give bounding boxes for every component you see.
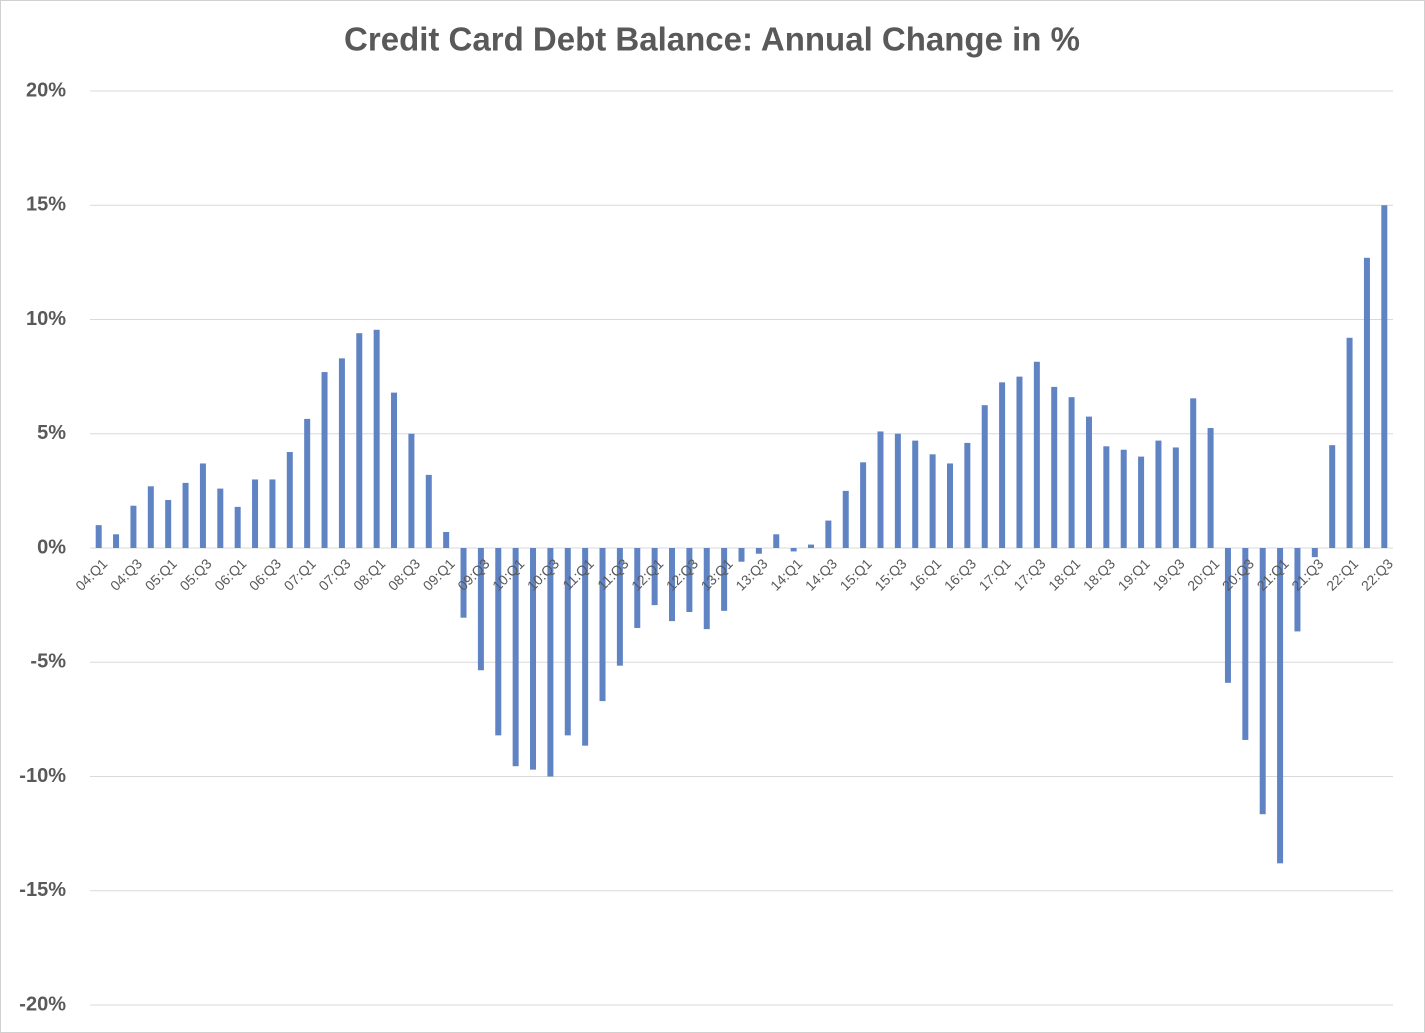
bar [703,548,710,630]
bar [1155,440,1162,548]
bar [391,392,398,548]
y-tick-label: 20% [26,79,66,101]
y-tick-label: 5% [37,422,66,444]
bar [1294,548,1301,632]
bar [1016,376,1023,548]
bar [946,463,953,548]
bar [964,442,971,548]
bar [286,452,293,548]
bar [373,329,380,548]
bar [269,479,276,548]
bar [564,548,571,736]
bar [651,548,658,606]
bar [460,548,467,618]
bar [807,544,814,548]
bar [842,490,849,548]
bar [425,474,432,548]
y-tick-label: -15% [19,879,66,901]
bar [530,548,537,770]
bar [1363,257,1370,548]
bar [616,548,623,666]
bar [356,333,363,548]
bar [512,548,519,767]
bar [1207,428,1214,548]
bar [1224,548,1231,683]
y-tick-label: -5% [30,651,66,673]
bar [1190,398,1197,548]
bar [338,358,345,548]
y-tick-label: -10% [19,765,66,787]
bar [408,433,415,548]
bar [130,505,137,548]
bar [773,534,780,548]
bar [1033,361,1040,548]
bar [321,372,328,548]
bar [477,548,484,671]
bar [1138,456,1145,548]
y-tick-label: 15% [26,194,66,216]
bar [634,548,641,628]
bar [547,548,554,777]
y-tick-label: 0% [37,536,66,558]
y-tick-label: 10% [26,308,66,330]
bar [199,463,206,548]
bar [1311,548,1318,558]
y-tick-label: -20% [19,993,66,1015]
bar [669,548,676,622]
bar [217,488,224,548]
bar [95,525,102,548]
bar [147,486,154,548]
bar [582,548,589,746]
bar [981,405,988,548]
bar [1068,397,1075,548]
bar [686,548,693,612]
bar [1381,205,1388,548]
bar [182,482,189,548]
bar [1103,446,1110,548]
bar [1277,548,1284,864]
bar [443,532,450,548]
bar [790,548,797,552]
bar [1051,386,1058,548]
bar [912,440,919,548]
bar [1259,548,1266,815]
bar [113,534,120,548]
bar [877,431,884,548]
bar [755,548,762,554]
bar [825,520,832,548]
bar [999,382,1006,548]
bar [165,500,172,548]
bar [1172,447,1179,548]
bar [304,418,311,548]
bar [234,506,241,548]
bar [599,548,606,702]
bar [495,548,502,736]
bar [252,479,259,548]
bar [1120,449,1127,548]
bar [1242,548,1249,740]
bar [1085,416,1092,548]
chart-title: Credit Card Debt Balance: Annual Change … [344,21,1080,58]
bar [738,548,745,562]
bar [929,454,936,548]
bar [1346,337,1353,548]
bar [1329,445,1336,548]
bar [860,462,867,548]
bar [721,548,728,611]
bar [894,433,901,548]
